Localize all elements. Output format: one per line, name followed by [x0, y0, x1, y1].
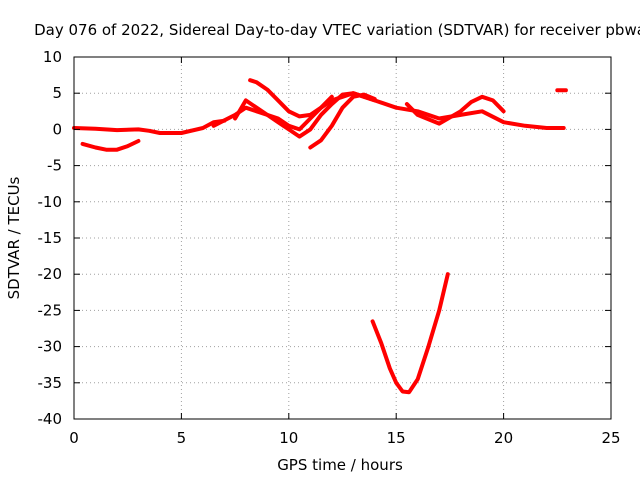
x-tick-label: 10: [279, 429, 298, 447]
series-trace-7: [407, 97, 504, 124]
series-trace-2: [83, 141, 139, 150]
y-tick-label: 0: [52, 120, 62, 138]
series-trace-8: [373, 274, 448, 392]
y-axis-label: SDTVAR / TECUs: [5, 176, 23, 299]
data-series: [74, 80, 566, 392]
chart-title: Day 076 of 2022, Sidereal Day-to-day VTE…: [34, 21, 640, 39]
y-tick-label: -10: [38, 193, 63, 211]
x-tick-label: 5: [177, 429, 187, 447]
x-tick-label: 25: [601, 429, 620, 447]
x-axis-label: GPS time / hours: [277, 456, 403, 474]
x-tick-label: 20: [494, 429, 513, 447]
x-tick-label: 0: [69, 429, 79, 447]
y-tick-label: -5: [47, 157, 62, 175]
y-tick-label: -15: [38, 229, 63, 247]
y-tick-label: -20: [38, 265, 63, 283]
series-trace-1: [74, 121, 224, 133]
series-trace-3: [214, 93, 564, 129]
series-trace-6: [310, 95, 374, 148]
y-tick-label: -25: [38, 301, 63, 319]
y-tick-label: -30: [38, 338, 63, 356]
x-tick-label: 15: [387, 429, 406, 447]
y-tick-label: 5: [52, 84, 62, 102]
y-tick-label: -40: [38, 410, 63, 428]
y-tick-label: -35: [38, 374, 63, 392]
chart: 0 5 10 15 20 25 -40 -35 -30 -25 -20 -15 -10 -5 0 5 10 Da…: [0, 0, 640, 480]
y-tick-label: 10: [43, 48, 62, 66]
